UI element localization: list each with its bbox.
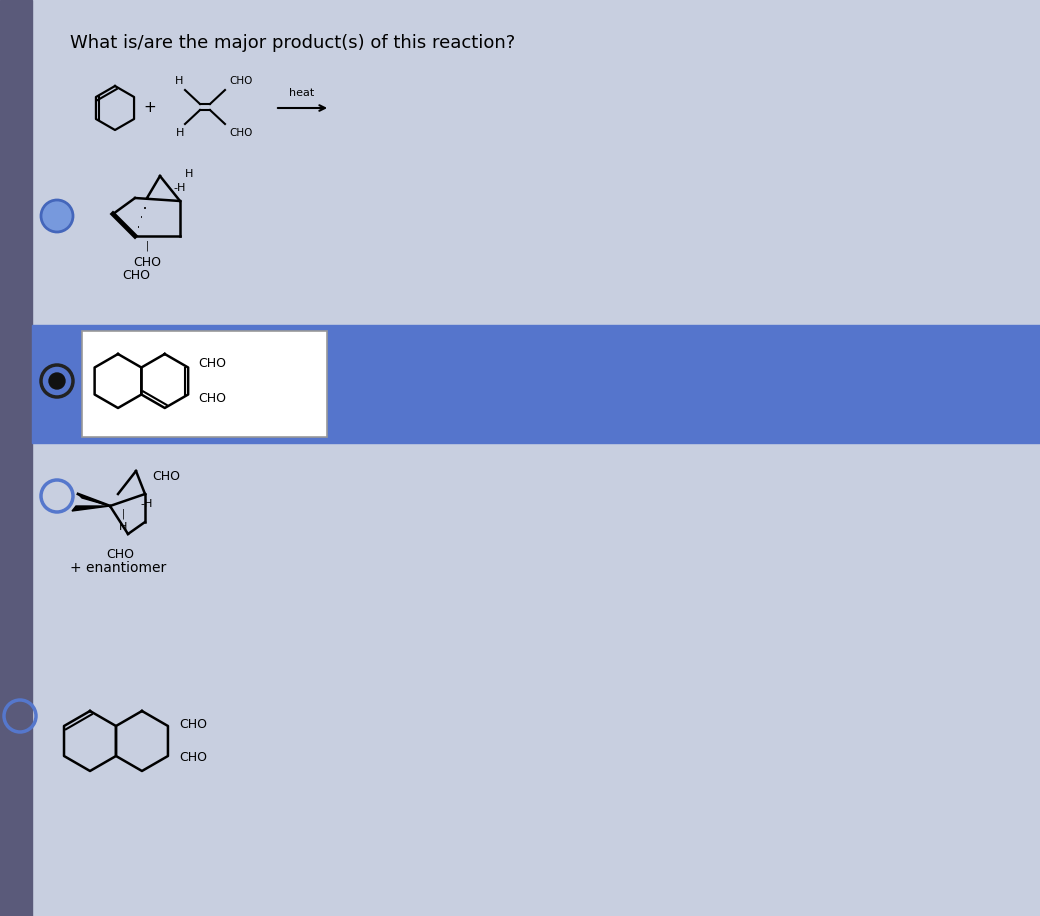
Text: CHO: CHO — [106, 548, 134, 561]
Text: + enantiomer: + enantiomer — [70, 561, 166, 575]
Polygon shape — [78, 494, 110, 506]
Bar — [32, 325, 1040, 443]
Text: -H: -H — [173, 183, 185, 193]
Text: |: | — [146, 241, 149, 251]
Text: H: H — [119, 522, 127, 532]
Circle shape — [41, 200, 73, 232]
Text: CHO: CHO — [152, 470, 180, 483]
Text: +: + — [144, 101, 156, 115]
Polygon shape — [72, 506, 110, 511]
Text: CHO: CHO — [229, 76, 253, 86]
Text: CHO: CHO — [179, 718, 207, 731]
Text: heat: heat — [289, 88, 315, 98]
Text: CHO: CHO — [229, 128, 253, 138]
Text: H: H — [185, 169, 193, 179]
Text: H: H — [175, 76, 183, 86]
Bar — [82, 331, 327, 437]
Text: CHO: CHO — [133, 256, 161, 269]
Text: -H: -H — [140, 499, 153, 509]
Text: CHO: CHO — [122, 269, 150, 282]
Text: |: | — [122, 508, 125, 519]
Text: CHO: CHO — [198, 392, 226, 405]
Text: What is/are the major product(s) of this reaction?: What is/are the major product(s) of this… — [70, 34, 515, 52]
Bar — [0, 0, 32, 916]
Text: H: H — [176, 128, 184, 138]
Text: CHO: CHO — [198, 357, 226, 370]
Circle shape — [49, 373, 64, 389]
Text: CHO: CHO — [179, 751, 207, 764]
